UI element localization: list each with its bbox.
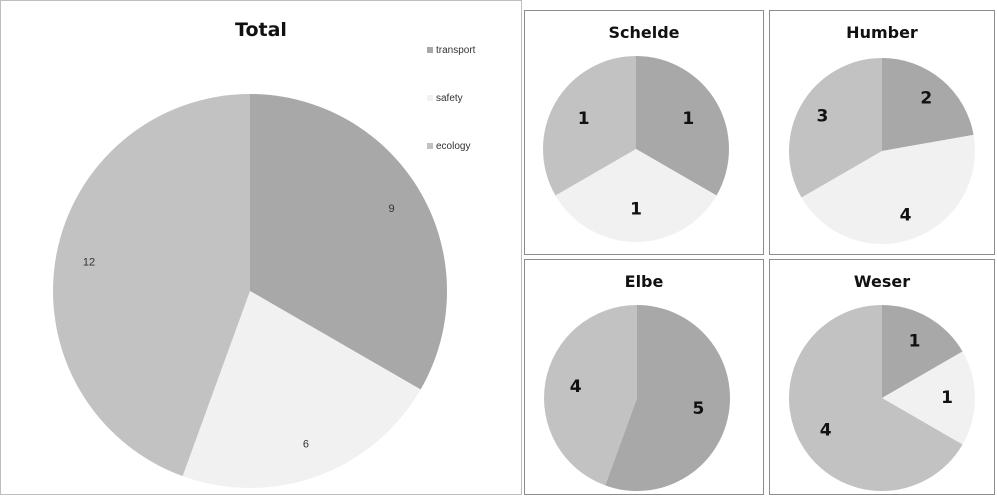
slice-humber-transport bbox=[882, 58, 974, 151]
slice-elbe-transport bbox=[605, 305, 730, 491]
slice-humber-ecology bbox=[789, 58, 882, 198]
slice-total-transport bbox=[250, 94, 447, 390]
data-label-elbe-transport: 5 bbox=[692, 399, 704, 419]
chart-title-humber: Humber bbox=[846, 23, 918, 42]
pie-weser: 1 1 4 bbox=[789, 305, 975, 491]
data-label-schelde-ecology: 1 bbox=[578, 109, 590, 129]
chart-title-elbe: Elbe bbox=[624, 272, 664, 291]
data-label-humber-transport: 2 bbox=[920, 88, 932, 108]
legend-label-ecology: ecology bbox=[436, 141, 471, 152]
chart-panel-weser: Weser 1 1 4 bbox=[769, 259, 995, 495]
chart-title-total: Total bbox=[235, 19, 287, 41]
pie-humber: 2 4 3 bbox=[789, 58, 975, 244]
pie-total: 9 6 12 bbox=[52, 94, 447, 488]
data-label-humber-ecology: 3 bbox=[816, 107, 828, 127]
data-label-weser-ecology: 4 bbox=[820, 421, 832, 441]
pie-elbe: 54 bbox=[543, 305, 730, 491]
data-label-elbe-ecology: 4 bbox=[570, 377, 582, 397]
legend-swatch-transport bbox=[427, 47, 433, 53]
slice-weser-ecology bbox=[789, 305, 963, 491]
chart-title-weser: Weser bbox=[853, 272, 911, 291]
pie-schelde: 1 1 1 bbox=[543, 56, 729, 242]
data-label-schelde-transport: 1 bbox=[682, 109, 694, 129]
data-label-weser-transport: 1 bbox=[909, 332, 921, 352]
chart-panel-total: Total 9 6 12 transport safety ecology bbox=[0, 0, 522, 495]
legend-swatch-ecology bbox=[427, 143, 433, 149]
data-label-schelde-safety: 1 bbox=[630, 199, 642, 219]
data-label-total-ecology: 12 bbox=[83, 257, 95, 269]
legend-swatch-safety bbox=[427, 95, 433, 101]
data-label-total-safety: 6 bbox=[303, 439, 309, 451]
legend-label-safety: safety bbox=[436, 93, 463, 104]
slice-schelde-ecology bbox=[543, 56, 636, 196]
slice-total-ecology bbox=[52, 94, 250, 477]
legend-label-transport: transport bbox=[436, 45, 476, 56]
slice-weser-safety bbox=[882, 351, 975, 445]
chart-title-schelde: Schelde bbox=[608, 23, 680, 42]
chart-panel-humber: Humber 2 4 3 bbox=[769, 10, 995, 255]
data-label-total-transport: 9 bbox=[389, 203, 395, 215]
slice-total-safety bbox=[182, 291, 421, 488]
slice-schelde-safety bbox=[555, 149, 717, 242]
chart-panel-schelde: Schelde 1 1 1 bbox=[524, 10, 764, 255]
data-label-humber-safety: 4 bbox=[900, 206, 912, 226]
slice-schelde-transport bbox=[636, 56, 729, 196]
slice-humber-safety bbox=[801, 134, 975, 244]
data-label-weser-safety: 1 bbox=[941, 388, 953, 408]
slice-weser-transport bbox=[882, 305, 963, 398]
slice-elbe-ecology bbox=[543, 305, 637, 486]
